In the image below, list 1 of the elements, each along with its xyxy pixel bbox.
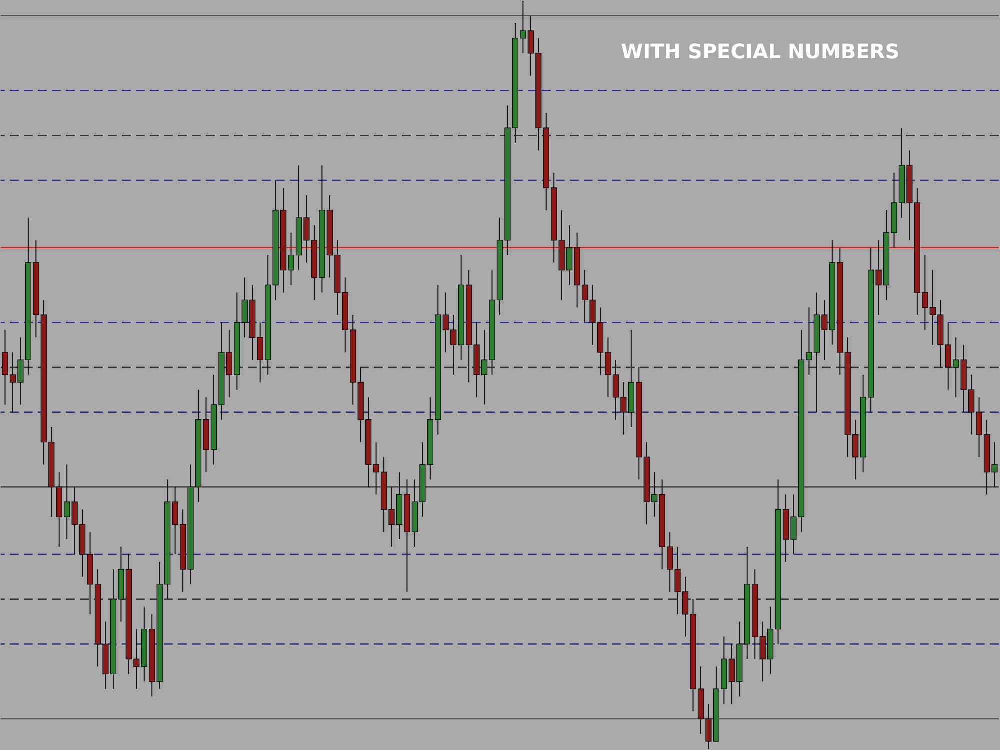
text: WITH SPECIAL NUMBERS <box>621 40 900 64</box>
